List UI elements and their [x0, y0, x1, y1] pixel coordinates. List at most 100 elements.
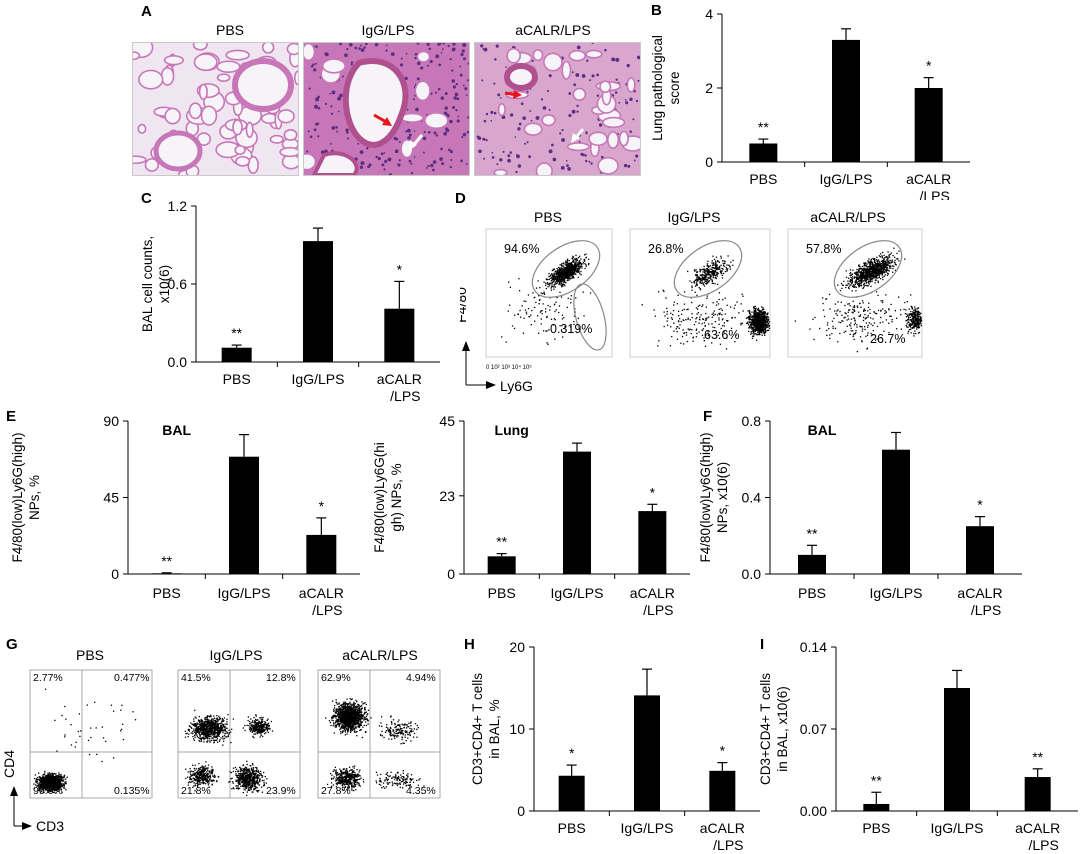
event-dot	[580, 274, 582, 276]
event-dot	[678, 317, 681, 320]
event-dot	[761, 313, 763, 315]
event-dot	[63, 774, 66, 776]
event-dot	[706, 271, 709, 273]
event-dot	[574, 308, 576, 310]
event-dot	[571, 270, 573, 272]
event-dot	[852, 312, 854, 314]
event-dot	[915, 326, 918, 328]
y-tick-label: 0.0	[742, 566, 762, 582]
event-dot	[755, 323, 757, 325]
event-dot	[579, 273, 581, 275]
event-dot	[570, 263, 572, 265]
event-dot	[878, 267, 880, 270]
event-dot	[868, 260, 870, 263]
event-dot	[708, 323, 710, 325]
event-dot	[768, 324, 770, 327]
event-dot	[851, 279, 853, 281]
event-dot	[691, 289, 693, 291]
event-dot	[673, 304, 675, 306]
event-dot	[883, 266, 885, 269]
event-dot	[571, 269, 574, 271]
event-dot	[573, 323, 575, 326]
alveolus	[618, 130, 629, 147]
event-dot	[65, 781, 67, 783]
event-dot	[878, 275, 881, 277]
event-dot	[701, 274, 703, 277]
event-dot	[851, 278, 854, 280]
nucleus	[383, 152, 386, 154]
nucleus	[443, 131, 448, 136]
event-dot	[42, 789, 45, 791]
event-dot	[865, 335, 867, 338]
event-dot	[888, 265, 891, 268]
alveolus	[216, 60, 241, 73]
event-dot	[556, 276, 558, 279]
alveolus	[160, 66, 175, 86]
event-dot	[569, 278, 571, 280]
event-dot	[551, 272, 553, 275]
event-dot	[705, 276, 707, 278]
event-dot	[696, 313, 698, 315]
event-dot	[839, 310, 841, 313]
event-dot	[691, 329, 693, 331]
event-dot	[851, 276, 854, 278]
event-dot	[577, 317, 580, 319]
category-label: IgG/LPS	[292, 371, 345, 387]
event-dot	[882, 262, 884, 264]
event-dot	[552, 279, 554, 281]
event-dot	[561, 265, 564, 267]
nucleus	[307, 130, 310, 133]
nucleus	[496, 163, 499, 166]
event-dot	[878, 264, 881, 266]
event-dot	[855, 280, 857, 282]
event-dot	[571, 267, 574, 269]
event-dot	[557, 270, 559, 273]
nucleus	[575, 73, 580, 77]
nucleus	[491, 156, 495, 159]
event-dot	[47, 791, 49, 793]
event-dot	[553, 273, 556, 275]
event-dot	[758, 327, 761, 329]
event-dot	[551, 284, 553, 286]
event-dot	[866, 273, 868, 275]
event-dot	[557, 271, 559, 274]
event-dot	[582, 261, 585, 263]
panel-letter-c: C	[141, 190, 152, 207]
event-dot	[51, 782, 53, 784]
event-dot	[835, 312, 837, 315]
event-dot	[747, 324, 750, 326]
event-dot	[847, 318, 850, 320]
alveolus	[283, 128, 298, 141]
event-dot	[693, 269, 696, 271]
nucleus	[524, 142, 527, 145]
event-dot	[878, 255, 881, 257]
bar	[882, 449, 910, 574]
event-dot	[562, 272, 564, 274]
event-dot	[568, 279, 570, 281]
event-dot	[836, 314, 838, 316]
category-label: PBS	[488, 585, 516, 601]
event-dot	[867, 260, 869, 262]
event-dot	[899, 309, 902, 311]
significance-marker: **	[231, 325, 242, 341]
event-dot	[563, 276, 565, 279]
event-dot	[61, 785, 63, 787]
event-dot	[884, 265, 886, 267]
event-dot	[569, 271, 572, 273]
significance-marker: **	[871, 772, 882, 788]
event-dot	[562, 284, 564, 286]
event-dot	[64, 782, 66, 784]
event-dot	[692, 336, 695, 338]
event-dot	[898, 296, 900, 298]
nucleus	[460, 53, 464, 57]
event-dot	[698, 278, 700, 280]
event-dot	[561, 280, 564, 282]
event-dot	[871, 262, 874, 264]
event-dot	[851, 280, 854, 282]
nucleus	[438, 63, 442, 67]
event-dot	[914, 314, 917, 317]
event-dot	[700, 314, 702, 316]
event-dot	[829, 334, 831, 336]
event-dot	[874, 339, 877, 341]
nucleus	[517, 164, 522, 168]
